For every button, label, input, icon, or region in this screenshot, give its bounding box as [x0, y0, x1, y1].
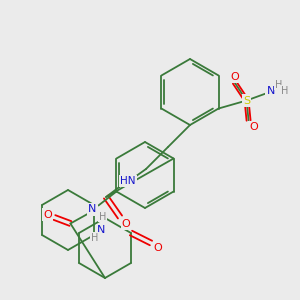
Text: O: O	[249, 122, 258, 133]
Text: N: N	[97, 225, 105, 235]
Text: HN: HN	[120, 176, 136, 186]
Text: S: S	[243, 95, 250, 106]
Text: O: O	[154, 243, 162, 253]
Text: N: N	[266, 85, 275, 95]
Text: O: O	[122, 219, 130, 229]
Text: H: H	[99, 212, 106, 221]
Text: O: O	[230, 71, 239, 82]
Text: N: N	[88, 205, 97, 214]
Text: H: H	[281, 85, 288, 95]
Text: H: H	[275, 80, 282, 89]
Text: O: O	[43, 209, 52, 220]
Text: H: H	[91, 233, 99, 243]
